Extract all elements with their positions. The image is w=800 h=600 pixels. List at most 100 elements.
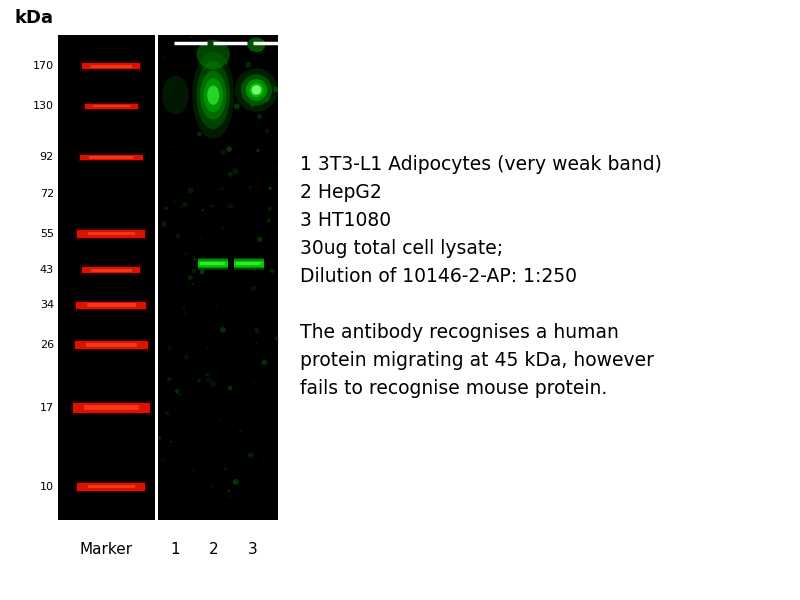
Circle shape: [249, 186, 251, 188]
Bar: [236, 262, 261, 265]
Text: 92: 92: [40, 152, 54, 163]
Circle shape: [199, 236, 203, 239]
Circle shape: [194, 154, 196, 155]
Circle shape: [268, 207, 271, 211]
Text: fails to recognise mouse protein.: fails to recognise mouse protein.: [300, 379, 607, 398]
Bar: [234, 262, 264, 265]
Ellipse shape: [196, 40, 230, 69]
Circle shape: [273, 158, 274, 160]
Text: 1 3T3-L1 Adipocytes (very weak band): 1 3T3-L1 Adipocytes (very weak band): [300, 155, 662, 174]
Circle shape: [194, 258, 197, 261]
Circle shape: [256, 94, 258, 97]
Bar: [85, 104, 138, 109]
Circle shape: [175, 389, 179, 393]
Bar: [234, 257, 264, 270]
Text: Marker: Marker: [80, 542, 133, 557]
Circle shape: [257, 237, 262, 242]
Bar: [80, 265, 142, 275]
Bar: [86, 343, 137, 347]
Bar: [78, 230, 146, 238]
Circle shape: [256, 149, 260, 152]
Circle shape: [186, 504, 188, 506]
Circle shape: [270, 268, 274, 273]
Circle shape: [158, 361, 161, 364]
Text: The antibody recognises a human: The antibody recognises a human: [300, 323, 619, 342]
Circle shape: [248, 452, 254, 458]
Circle shape: [221, 227, 224, 230]
Bar: [73, 403, 150, 413]
Text: 3 HT1080: 3 HT1080: [300, 211, 391, 230]
Circle shape: [206, 347, 209, 350]
Circle shape: [228, 203, 234, 209]
Circle shape: [233, 479, 238, 485]
Circle shape: [184, 355, 189, 360]
Circle shape: [237, 260, 240, 263]
Circle shape: [251, 381, 256, 385]
Circle shape: [257, 114, 262, 119]
Circle shape: [184, 252, 188, 256]
Circle shape: [173, 200, 176, 203]
Ellipse shape: [200, 71, 226, 119]
Circle shape: [265, 259, 266, 260]
Bar: [75, 481, 147, 493]
Circle shape: [206, 377, 212, 383]
Circle shape: [239, 430, 242, 432]
Bar: [82, 268, 141, 273]
Circle shape: [224, 467, 226, 470]
Circle shape: [234, 103, 240, 109]
Text: 2 HepG2: 2 HepG2: [300, 183, 382, 202]
Bar: [82, 102, 140, 110]
Circle shape: [251, 85, 261, 95]
Bar: [198, 259, 227, 268]
Bar: [198, 260, 227, 266]
Circle shape: [250, 83, 263, 97]
Circle shape: [211, 205, 214, 208]
Circle shape: [233, 169, 238, 175]
Circle shape: [200, 264, 206, 269]
Circle shape: [272, 166, 278, 171]
Circle shape: [200, 269, 205, 274]
Circle shape: [262, 457, 263, 458]
Circle shape: [274, 295, 276, 297]
Circle shape: [182, 311, 187, 316]
Text: 26: 26: [40, 340, 54, 350]
Circle shape: [216, 305, 218, 306]
Circle shape: [182, 307, 186, 310]
Circle shape: [255, 343, 258, 344]
Circle shape: [228, 490, 230, 493]
Bar: [91, 65, 132, 68]
Circle shape: [173, 146, 174, 148]
Circle shape: [228, 494, 232, 497]
Circle shape: [222, 188, 223, 190]
Bar: [58, 35, 155, 520]
Circle shape: [180, 206, 182, 208]
Circle shape: [253, 367, 254, 368]
Text: 17: 17: [40, 403, 54, 413]
Bar: [234, 260, 264, 266]
Circle shape: [250, 104, 254, 107]
Circle shape: [164, 57, 165, 59]
Bar: [90, 156, 134, 158]
Text: 1: 1: [170, 542, 180, 557]
Circle shape: [264, 347, 266, 348]
Text: Dilution of 10146-2-AP: 1:250: Dilution of 10146-2-AP: 1:250: [300, 267, 577, 286]
Bar: [198, 257, 227, 270]
Circle shape: [183, 254, 184, 255]
Ellipse shape: [203, 78, 222, 112]
Circle shape: [201, 64, 206, 70]
Bar: [87, 303, 136, 307]
Bar: [77, 302, 146, 308]
Bar: [82, 64, 141, 69]
Circle shape: [273, 87, 278, 92]
Circle shape: [266, 218, 270, 223]
Circle shape: [198, 379, 201, 382]
Bar: [84, 405, 138, 410]
Text: 130: 130: [33, 101, 54, 111]
Circle shape: [161, 458, 165, 461]
Circle shape: [265, 128, 270, 133]
Text: 2: 2: [208, 542, 218, 557]
Circle shape: [175, 234, 180, 239]
Circle shape: [167, 346, 172, 351]
Circle shape: [251, 286, 256, 291]
Circle shape: [222, 256, 224, 257]
